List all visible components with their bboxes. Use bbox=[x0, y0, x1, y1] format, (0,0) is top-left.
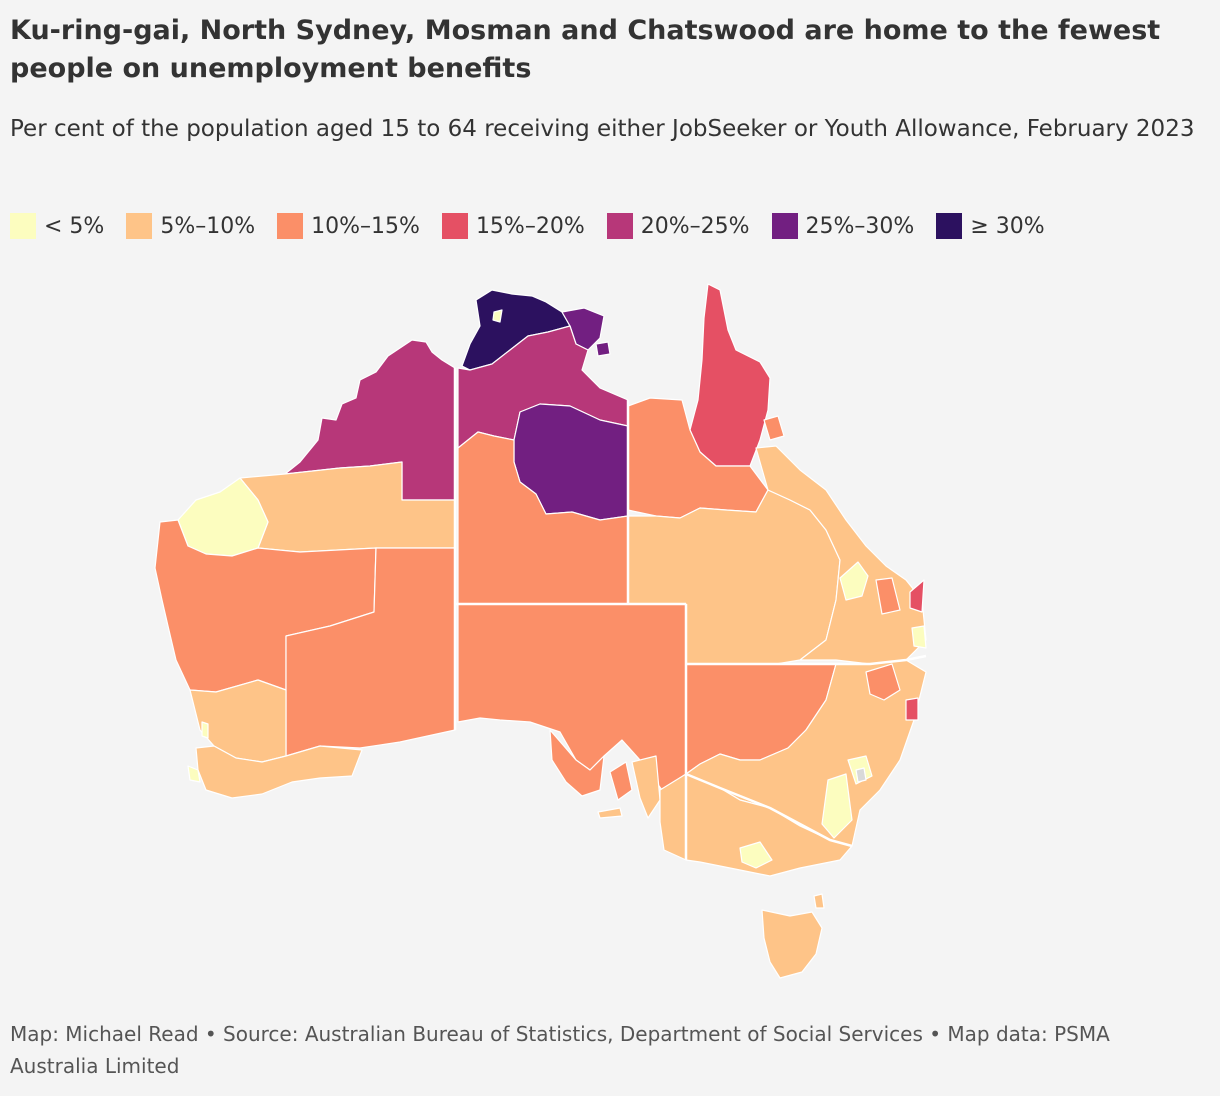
region-act bbox=[855, 767, 867, 783]
legend-swatch-20-25 bbox=[606, 213, 633, 239]
legend-label-30-plus: ≥ 30% bbox=[970, 213, 1045, 239]
legend-swatch-10-15 bbox=[277, 213, 304, 239]
region-sa-yorke bbox=[609, 761, 633, 801]
region-wa-south-west bbox=[195, 745, 363, 799]
legend-label-15-20: 15%–20% bbox=[475, 213, 585, 239]
border-qld-nsw bbox=[686, 654, 927, 666]
legend-swatch-15-20 bbox=[441, 213, 468, 239]
region-tasmania bbox=[761, 909, 823, 979]
region-sa-south-east bbox=[659, 773, 687, 861]
region-qld-wide-bay bbox=[875, 577, 901, 615]
region-nt-darwin bbox=[492, 309, 503, 323]
chart-subtitle: Per cent of the population aged 15 to 64… bbox=[10, 116, 1195, 142]
legend: < 5% 5%–10% 10%–15% 15%–20% 20%–25% 25%–… bbox=[10, 208, 1067, 244]
region-wa-perth-coast bbox=[187, 765, 201, 783]
legend-item-25-30: 25%–30% bbox=[771, 213, 915, 239]
region-qld-darling-downs bbox=[839, 561, 869, 601]
legend-item-30-plus: ≥ 30% bbox=[936, 213, 1045, 239]
legend-item-5-10: 5%–10% bbox=[126, 213, 255, 239]
region-nsw-southern-highlands bbox=[821, 773, 853, 839]
chart-title: Ku-ring-gai, North Sydney, Mosman and Ch… bbox=[10, 15, 1161, 84]
region-vic-melbourne bbox=[739, 841, 773, 869]
legend-item-15-20: 15%–20% bbox=[441, 213, 585, 239]
region-qld-cairns bbox=[763, 415, 785, 441]
region-nsw-mid-north-coast bbox=[865, 663, 901, 701]
region-sa-eyre bbox=[549, 729, 605, 797]
legend-item-20-25: 20%–25% bbox=[606, 213, 750, 239]
region-qld-cape-york bbox=[689, 283, 771, 467]
legend-item-10-15: 10%–15% bbox=[277, 213, 420, 239]
region-sa-kangaroo-island bbox=[597, 807, 623, 819]
region-tas-flinders bbox=[813, 893, 825, 909]
region-nsw-hunter bbox=[905, 697, 919, 721]
region-qld-brisbane bbox=[911, 625, 927, 649]
region-qld-sunshine bbox=[909, 579, 925, 613]
region-vic-west bbox=[685, 773, 853, 877]
legend-swatch-under-5 bbox=[10, 213, 36, 239]
map-credit: Map: Michael Read • Source: Australian B… bbox=[10, 1022, 1110, 1078]
legend-label-20-25: 20%–25% bbox=[640, 213, 750, 239]
region-wa-perth-inner bbox=[201, 721, 209, 739]
legend-label-under-5: < 5% bbox=[44, 213, 105, 239]
region-nt-arnhem-east bbox=[595, 341, 611, 357]
legend-label-10-15: 10%–15% bbox=[311, 213, 420, 239]
australia-choropleth-map bbox=[154, 283, 927, 979]
legend-label-5-10: 5%–10% bbox=[160, 213, 256, 239]
border-nsw-vic bbox=[685, 772, 853, 848]
legend-label-25-30: 25%–30% bbox=[805, 213, 915, 239]
legend-swatch-25-30 bbox=[771, 213, 798, 239]
region-sa-adelaide bbox=[631, 755, 661, 819]
legend-item-under-5: < 5% bbox=[10, 213, 104, 239]
legend-swatch-5-10 bbox=[126, 213, 153, 239]
legend-swatch-30-plus bbox=[936, 213, 963, 239]
